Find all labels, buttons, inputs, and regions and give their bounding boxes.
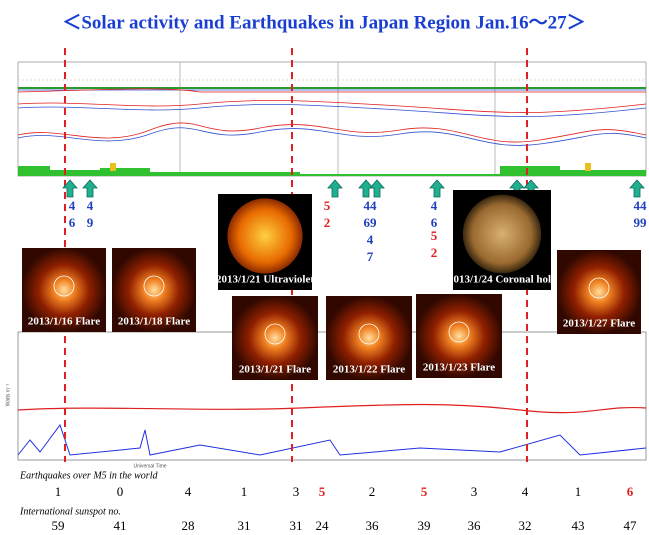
sunspot-number: 43 — [572, 518, 585, 533]
magnitude-label: 9 — [87, 215, 94, 230]
magnitude-label: 6 — [431, 215, 438, 230]
sunspot-number: 24 — [316, 518, 330, 533]
sunspot-number: 36 — [468, 518, 482, 533]
image-panel: 2013/1/18 Flare — [112, 248, 196, 332]
magnitude-label: 2 — [431, 245, 438, 260]
earthquake-count: 3 — [293, 484, 300, 499]
image-caption: 2013/1/27 Flare — [563, 318, 635, 330]
magnitude-label: 44 — [364, 198, 378, 213]
image-bg — [112, 248, 196, 332]
top-plots — [17, 61, 647, 177]
magnitude-label: 69 — [364, 215, 378, 230]
xray-plot: Watts m⁻² Universal Time — [5, 331, 647, 469]
sunspot-label: International sunspot no. — [19, 506, 121, 517]
sunspot-number: 47 — [624, 518, 638, 533]
image-caption: 2013/1/21 Flare — [239, 364, 311, 376]
earthquake-count: 1 — [575, 484, 582, 499]
image-bg — [232, 296, 318, 380]
image-caption: 2013/1/23 Flare — [423, 362, 495, 374]
occulter — [358, 323, 380, 345]
image-bg — [557, 250, 641, 334]
sunspot-number: 41 — [114, 518, 127, 533]
image-panel: 2013/1/21 Flare — [232, 296, 318, 380]
occulter — [264, 323, 286, 345]
magnitude-label: 4 — [431, 198, 438, 213]
image-caption: 2013/1/22 Flare — [333, 364, 405, 376]
image-panel: 2013/1/21 Ultraviolet — [216, 194, 314, 290]
image-caption: 2013/1/16 Flare — [28, 316, 100, 328]
earthquake-count: 4 — [522, 484, 529, 499]
magnitude-label: 2 — [324, 215, 331, 230]
magnitude-label: 44 — [634, 198, 648, 213]
earthquake-count: 4 — [185, 484, 192, 499]
occulter — [53, 275, 75, 297]
magnitude-label: 99 — [634, 215, 648, 230]
image-panel: 2013/1/22 Flare — [326, 296, 412, 380]
sun-disk — [462, 194, 542, 274]
magnitude-label: 6 — [69, 215, 76, 230]
earthquake-count: 1 — [241, 484, 248, 499]
earthquake-count: 2 — [369, 484, 376, 499]
earthquake-label: Earthquakes over M5 in the world — [19, 470, 158, 481]
sunspot-number: 39 — [418, 518, 431, 533]
image-bg — [416, 294, 502, 378]
magnitude-label: 4 — [87, 198, 94, 213]
x-axis-title: Universal Time — [133, 463, 166, 469]
earthquake-count: 5 — [421, 484, 428, 499]
y-axis-title: Watts m⁻² — [5, 383, 11, 406]
image-panel: 2013/1/16 Flare — [22, 248, 106, 332]
earthquake-count: 0 — [117, 484, 124, 499]
magnitude-label: 4 — [69, 198, 76, 213]
image-panel: 2013/1/27 Flare — [557, 250, 641, 334]
sun-disk — [227, 198, 303, 274]
sunspot-number: 36 — [366, 518, 380, 533]
magnitude-label: 5 — [431, 228, 438, 243]
sunspot-number: 32 — [519, 518, 532, 533]
image-bg — [22, 248, 106, 332]
sunspot-number: 31 — [290, 518, 303, 533]
magnitude-label: 5 — [324, 198, 331, 213]
occulter — [143, 275, 165, 297]
image-panel: 2013/1/24 Coronal hole — [448, 190, 556, 290]
sunspot-number: 28 — [182, 518, 195, 533]
image-bg — [326, 296, 412, 380]
image-caption: 2013/1/18 Flare — [118, 316, 190, 328]
earthquake-count: 1 — [55, 484, 62, 499]
sunspot-number: 31 — [238, 518, 251, 533]
earthquake-count: 6 — [627, 484, 634, 499]
occulter — [448, 321, 470, 343]
sunspot-number: 59 — [52, 518, 65, 533]
occulter — [588, 277, 610, 299]
image-caption: 2013/1/21 Ultraviolet — [216, 274, 314, 286]
earthquake-count: 3 — [471, 484, 478, 499]
image-panel: 2013/1/23 Flare — [416, 294, 502, 378]
earthquake-count: 5 — [319, 484, 326, 499]
image-caption: 2013/1/24 Coronal hole — [448, 274, 556, 286]
arrows — [62, 179, 645, 198]
magnitude-label: 7 — [367, 249, 374, 264]
title: ＜Solar activity and Earthquakes in Japan… — [62, 12, 585, 33]
magnitude-label: 4 — [367, 232, 374, 247]
